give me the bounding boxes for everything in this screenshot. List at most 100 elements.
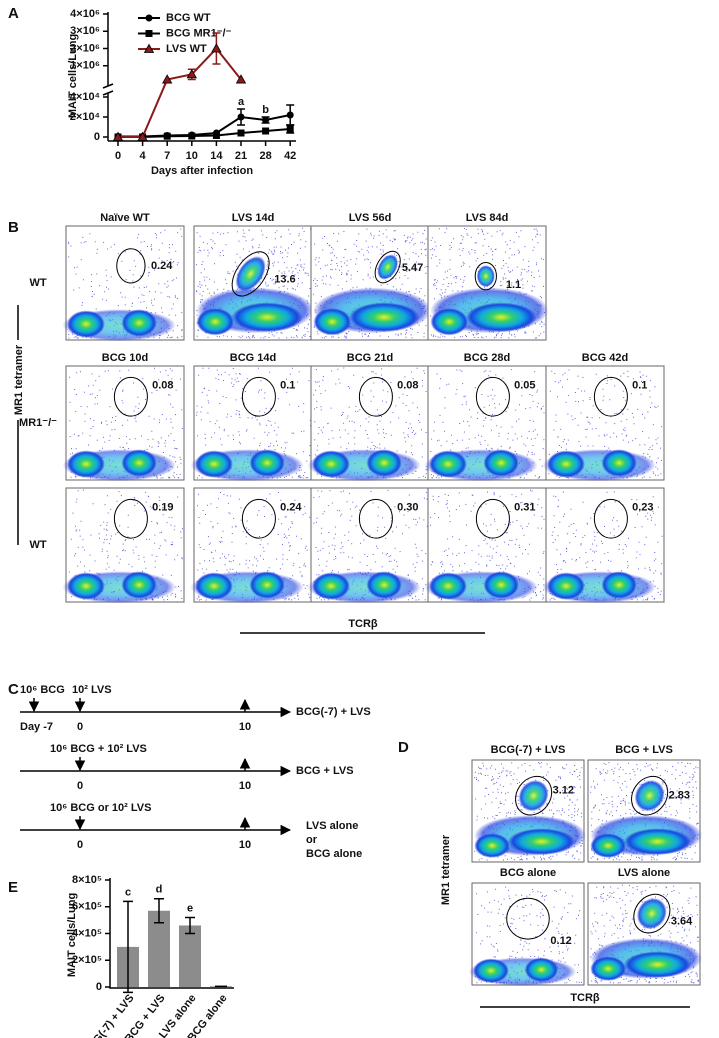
plot-title: BCG 28d — [464, 352, 510, 364]
density — [366, 449, 402, 477]
density — [547, 450, 585, 478]
density — [231, 302, 303, 333]
gate — [515, 775, 553, 816]
y-tick-label: 4×10⁴ — [70, 91, 100, 103]
marker — [235, 74, 247, 84]
y-tick-label: 2×10⁵ — [72, 954, 102, 966]
gate-percent: 0.05 — [514, 379, 535, 391]
marker — [186, 69, 197, 79]
flow-plot: 3.12 — [471, 759, 587, 863]
panel-label: E — [8, 879, 18, 896]
x-axis-label: Days after infection — [151, 165, 253, 177]
density — [67, 310, 105, 338]
x-tick-label: 21 — [235, 150, 247, 162]
density — [67, 450, 105, 478]
plot-title: LVS 56d — [349, 212, 392, 224]
flow-plot: 0.05 — [424, 365, 547, 482]
outcome: LVS alone — [306, 820, 358, 832]
plot-title: BCG 14d — [230, 352, 276, 364]
marker — [262, 127, 270, 135]
flow-plot: 0.12 — [468, 882, 585, 987]
density — [249, 571, 285, 599]
marker — [262, 116, 270, 124]
gate — [593, 498, 628, 539]
density — [474, 833, 511, 858]
flow-plot: 1.1 — [427, 225, 549, 341]
marker — [162, 74, 173, 84]
marker — [212, 132, 220, 139]
density — [377, 254, 399, 280]
annotation: b — [262, 104, 269, 116]
plot-title: BCG alone — [500, 867, 556, 879]
y-axis-label: MAIT cells/Lung — [66, 893, 78, 977]
day-label: Day -7 — [20, 721, 53, 733]
density — [601, 449, 637, 477]
density — [121, 309, 157, 337]
legend-marker — [145, 14, 153, 22]
annotation: c — [125, 886, 131, 898]
density — [313, 308, 352, 336]
flow-plot: 0.1 — [542, 365, 665, 482]
gate-percent: 0.08 — [397, 379, 418, 391]
flow-plot: 0.08 — [307, 365, 430, 482]
density — [196, 308, 235, 336]
gate — [474, 261, 497, 291]
x-tick-label: 42 — [284, 150, 296, 162]
x-tick-label: 14 — [210, 150, 223, 162]
legend-label: BCG MR1⁻/⁻ — [166, 27, 232, 39]
annotation: a — [238, 96, 245, 108]
y-axis-label: MR1 tetramer — [440, 834, 452, 905]
marker — [211, 43, 222, 53]
density — [476, 265, 495, 288]
gate-percent: 0.24 — [280, 501, 302, 513]
gate-percent: 3.64 — [671, 916, 693, 928]
flow-plot: 13.6 — [193, 225, 315, 341]
legend-label: BCG WT — [166, 12, 211, 24]
density — [235, 256, 266, 292]
plot-title: BCG 10d — [102, 352, 148, 364]
flow-plot: 2.83 — [587, 759, 703, 863]
y-tick-label: 2×10⁴ — [70, 111, 100, 123]
density — [348, 302, 420, 333]
density — [473, 958, 509, 983]
density — [623, 828, 692, 855]
y-tick-label: 4×10⁶ — [70, 8, 100, 20]
outcome: BCG(-7) + LVS — [296, 706, 371, 718]
y-tick-label: 4×10⁵ — [72, 927, 102, 939]
gate-percent: 0.30 — [397, 501, 418, 513]
density — [366, 571, 402, 599]
marker — [237, 129, 245, 137]
density — [430, 308, 469, 336]
gate-percent: 0.31 — [514, 501, 535, 513]
dose: 10⁶ BCG + 10² LVS — [50, 743, 147, 755]
flow-plot: 0.31 — [424, 487, 547, 604]
panel-label: B — [8, 219, 19, 236]
density — [465, 302, 537, 333]
marker — [237, 113, 245, 121]
density — [483, 449, 519, 477]
label-bg — [12, 340, 26, 420]
gate — [241, 498, 276, 539]
row-label: WT — [29, 277, 46, 289]
outcome: BCG alone — [306, 848, 362, 860]
plot-title: LVS 14d — [232, 212, 275, 224]
day-label: 10 — [239, 721, 251, 733]
marker — [163, 132, 171, 140]
gate-percent: 13.6 — [274, 273, 295, 285]
gate-percent: 2.83 — [669, 790, 690, 802]
gate — [593, 376, 628, 417]
row-label: MR1⁻/⁻ — [19, 417, 57, 429]
gate — [113, 376, 148, 417]
day-label: 0 — [77, 721, 83, 733]
density — [249, 449, 285, 477]
dose: 10⁶ BCG or 10² LVS — [50, 802, 151, 814]
density — [195, 572, 233, 600]
density — [67, 572, 105, 600]
y-axis — [109, 878, 234, 989]
x-tick-label: 7 — [164, 150, 170, 162]
legend-label: LVS WT — [166, 43, 207, 55]
marker — [286, 111, 294, 119]
error-bar — [185, 916, 195, 935]
density — [429, 572, 467, 600]
